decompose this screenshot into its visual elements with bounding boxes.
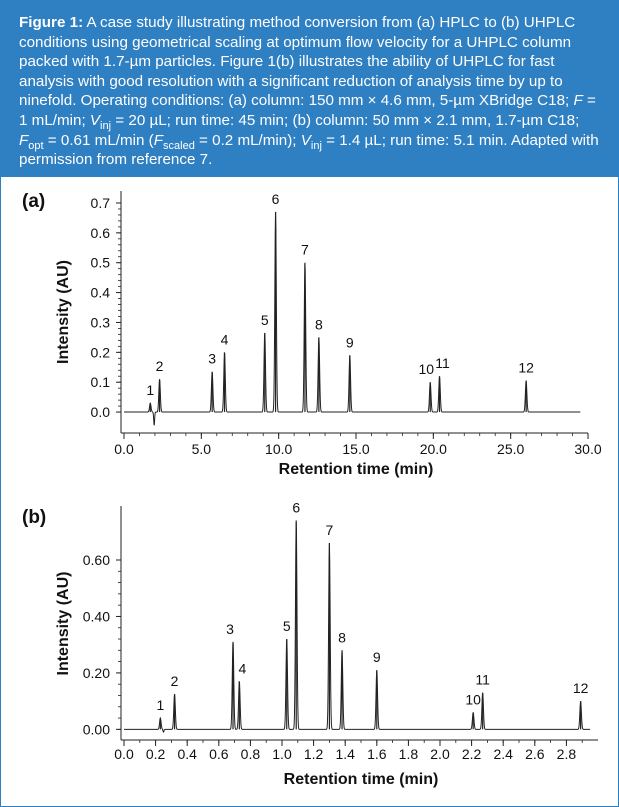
y-tick-label: 0.3 [91, 314, 111, 330]
x-tick-label: 1.6 [367, 746, 387, 762]
x-tick-label: 2.0 [430, 746, 450, 762]
x-tick-label: 25.0 [497, 441, 524, 457]
peak-label: 9 [373, 649, 381, 665]
caption-segment: = 1.4 µL; run time: 5.1 min. Adapted wit… [19, 131, 599, 169]
x-tick-label: 1.0 [272, 746, 292, 762]
peak-label: 4 [221, 331, 229, 347]
y-axis-label: Intensity (AU) [55, 260, 72, 364]
caption-segment: = 0.2 mL/min); [194, 131, 301, 149]
x-tick-label: 15.0 [342, 441, 369, 457]
peak-label: 3 [226, 621, 234, 637]
panel-label: (a) [22, 191, 45, 212]
caption-segment: opt [28, 139, 44, 152]
y-tick-label: 0.00 [83, 721, 110, 737]
x-tick-label: 0.6 [209, 746, 229, 762]
peak-label: 11 [435, 355, 450, 371]
caption-segment: = 0.61 mL/min ( [43, 131, 154, 149]
x-tick-label: 0.0 [114, 441, 134, 457]
caption-segment: = 1 mL/min; [19, 92, 596, 129]
caption-segment: = 20 µL; run time: 45 min; (b) column: 5… [111, 111, 580, 129]
x-tick-label: 10.0 [265, 441, 292, 457]
x-tick-label: 1.2 [304, 746, 324, 762]
peak-label: 1 [146, 382, 154, 398]
caption-lead: Figure 1: [19, 14, 84, 31]
peak-label: 10 [418, 361, 434, 377]
caption-segment: scaled [163, 139, 195, 152]
caption-segment: F [153, 131, 164, 149]
x-axis-label: Retention time (min) [284, 771, 439, 788]
x-tick-label: 1.8 [399, 746, 419, 762]
peak-label: 2 [156, 358, 164, 374]
y-tick-label: 0.40 [83, 608, 110, 624]
peak-label: 10 [465, 691, 481, 707]
peak-label: 5 [261, 312, 269, 328]
y-tick-label: 0.0 [91, 404, 111, 420]
peak-label: 11 [475, 672, 490, 688]
x-tick-label: 30.0 [574, 441, 601, 457]
y-tick-label: 0.6 [91, 225, 111, 241]
peak-label: 12 [518, 360, 534, 376]
x-tick-label: 2.2 [462, 746, 482, 762]
figure-caption: Figure 1: A case study illustrating meth… [1, 1, 618, 177]
peak-label: 4 [238, 660, 246, 676]
chart-panel-b: (b) 0.00 0.20 0.40 0.60 0.0 0.2 0.4 0.6 0.8 1.0 1.2… [22, 499, 598, 788]
peak-label: 8 [315, 316, 323, 332]
y-axis-label: Intensity (AU) [55, 572, 72, 676]
y-tick-label: 0.5 [91, 255, 111, 271]
caption-segment: F [573, 92, 583, 110]
y-tick-label: 0.7 [91, 195, 111, 211]
y-tick-label: 0.4 [91, 285, 111, 301]
x-tick-label: 5.0 [192, 441, 212, 457]
peak-label: 3 [208, 351, 216, 367]
peak-label: 6 [272, 191, 280, 207]
y-tick-label: 0.1 [91, 374, 111, 390]
peak-label: 12 [573, 680, 589, 696]
y-tick-label: 0.2 [91, 344, 111, 360]
peak-label: 7 [326, 522, 334, 538]
x-tick-label: 2.6 [525, 746, 545, 762]
peak-label: 6 [292, 499, 300, 515]
chromatogram-trace [124, 522, 591, 733]
peak-label: 9 [346, 334, 354, 350]
caption-segment: inj [310, 139, 322, 152]
peak-label: 7 [301, 242, 309, 258]
caption-segment: V [89, 111, 101, 129]
caption-segment: V [300, 131, 311, 149]
panel-label: (b) [22, 507, 46, 528]
y-tick-label: 0.60 [83, 552, 110, 568]
x-tick-label: 0.2 [146, 746, 166, 762]
x-tick-label: 2.4 [493, 746, 513, 762]
x-tick-label: 2.8 [557, 746, 577, 762]
caption-segment: A case study illustrating method convers… [19, 14, 576, 110]
x-tick-label: 20.0 [420, 441, 447, 457]
peak-label: 8 [338, 629, 346, 645]
chromatogram-trace [124, 212, 581, 426]
peak-label: 1 [156, 697, 164, 713]
x-tick-label: 1.4 [335, 746, 355, 762]
y-tick-label: 0.20 [83, 665, 110, 681]
x-axis-label: Retention time (min) [279, 461, 434, 478]
caption-segment: inj [100, 120, 112, 132]
x-tick-label: 0.4 [177, 746, 197, 762]
caption-segment: F [19, 131, 29, 149]
x-tick-label: 0.0 [114, 746, 134, 762]
peak-label: 2 [171, 673, 179, 689]
x-tick-label: 0.8 [241, 746, 261, 762]
chart-panel-a: (a) 0.0 0.1 0.2 0.3 0.4 0.5 0.6 0.7 0.0 5.0 10.0 15.… [22, 191, 602, 478]
peak-label: 5 [283, 618, 291, 634]
